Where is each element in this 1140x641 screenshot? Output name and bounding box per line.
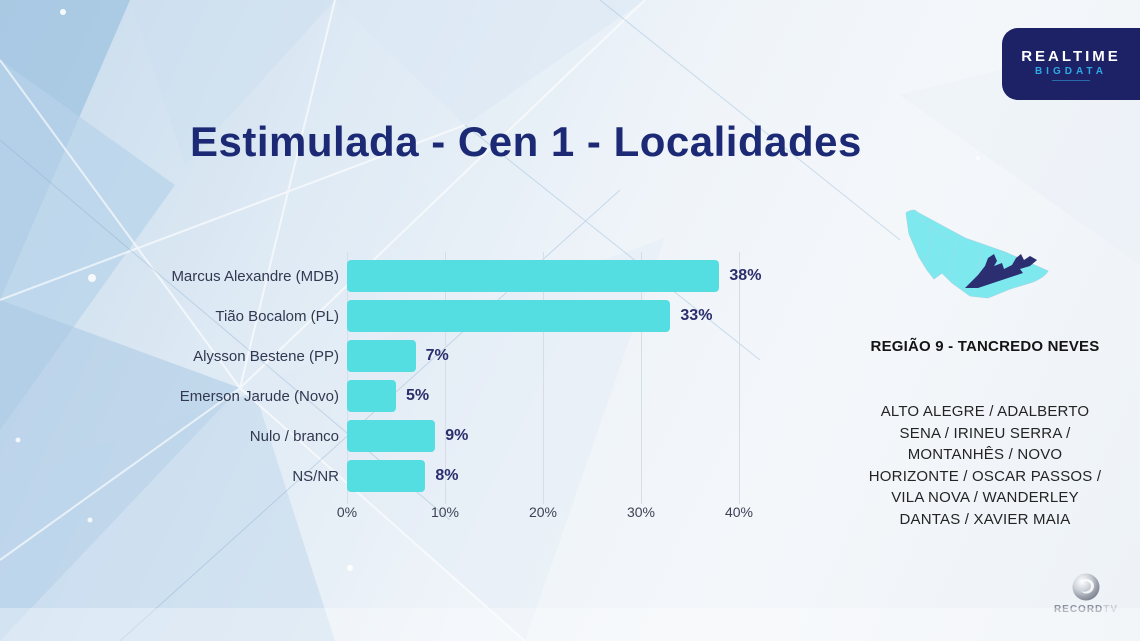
x-axis-tick-label: 30% xyxy=(626,504,656,520)
region-title: REGIÃO 9 - TANCREDO NEVES xyxy=(870,338,1100,355)
bar-track: 5% xyxy=(347,376,777,416)
bar-value-label: 5% xyxy=(406,387,430,404)
acre-state-map xyxy=(890,203,1060,313)
bar-value-label: 7% xyxy=(425,347,449,364)
bar-category-label: Emerson Jarude (Novo) xyxy=(179,387,339,405)
chart-gridlines xyxy=(347,252,767,504)
bar-category-label: Alysson Bestene (PP) xyxy=(193,347,339,365)
chart-row: Nulo / branco 9% xyxy=(110,416,810,456)
x-axis-tick-label: 20% xyxy=(528,504,558,520)
bar-category-label: Tião Bocalom (PL) xyxy=(215,307,339,325)
gridline xyxy=(641,252,642,504)
bar-track: 9% xyxy=(347,416,777,456)
chart-row: Marcus Alexandre (MDB) 38% xyxy=(110,256,810,296)
x-axis-tick-label: 10% xyxy=(430,504,460,520)
brand-underline xyxy=(1052,79,1090,81)
bar xyxy=(347,260,720,292)
recordtv-wordmark: RECORDTV xyxy=(1048,604,1124,615)
recordtv-logo: RECORDTV xyxy=(1048,572,1124,615)
chart-row: Alysson Bestene (PP) 7% xyxy=(110,336,810,376)
realtime-label: REALTIME xyxy=(1021,47,1121,65)
chart-rows: Marcus Alexandre (MDB) 38% Tião Bocalom (P… xyxy=(110,256,810,496)
bar xyxy=(347,380,396,412)
record-label: RECORD xyxy=(1053,604,1104,615)
bar xyxy=(347,340,416,372)
gridline xyxy=(445,252,446,504)
chart-row: Tião Bocalom (PL) 33% xyxy=(110,296,810,336)
bar-value-label: 9% xyxy=(445,427,469,444)
gridline xyxy=(543,252,544,504)
bottom-band xyxy=(0,608,1140,641)
bar-value-label: 8% xyxy=(435,467,459,484)
region-9-highlight xyxy=(965,254,1037,288)
region-panel: REGIÃO 9 - TANCREDO NEVES ALTO ALEGRE / … xyxy=(862,336,1108,530)
chart-row: Emerson Jarude (Novo) 5% xyxy=(110,376,810,416)
realtime-bigdata-logo: REALTIME BIGDATA xyxy=(1002,28,1140,100)
bar-chart: Marcus Alexandre (MDB) 38% Tião Bocalom (P… xyxy=(110,252,810,526)
bar-category-label: Nulo / branco xyxy=(249,427,339,445)
bar-track: 8% xyxy=(347,456,777,496)
bar-track: 33% xyxy=(347,296,777,336)
bar xyxy=(347,460,426,492)
bar-category-label: Marcus Alexandre (MDB) xyxy=(171,267,339,285)
gridline xyxy=(739,252,740,504)
x-axis-tick-label: 40% xyxy=(724,504,754,520)
bar-category-label: NS/NR xyxy=(292,467,339,485)
gridline xyxy=(347,252,348,504)
bar xyxy=(347,300,671,332)
bar xyxy=(347,420,436,452)
x-axis: 0% 10% 20% 30% 40% xyxy=(337,502,810,526)
chart-row: NS/NR 8% xyxy=(110,456,810,496)
bigdata-label: BIGDATA xyxy=(1034,65,1108,77)
bar-value-label: 38% xyxy=(729,267,762,284)
region-localities: ALTO ALEGRE / ADALBERTO SENA / IRINEU SE… xyxy=(868,403,1102,528)
recordtv-sphere-icon xyxy=(1072,573,1100,601)
bar-track: 7% xyxy=(347,336,777,376)
x-axis-tick-label: 0% xyxy=(336,504,358,520)
page-title: Estimulada - Cen 1 - Localidades xyxy=(190,118,862,165)
bar-value-label: 33% xyxy=(680,307,713,324)
tv-label: TV xyxy=(1103,604,1119,615)
bar-track: 38% xyxy=(347,256,777,296)
